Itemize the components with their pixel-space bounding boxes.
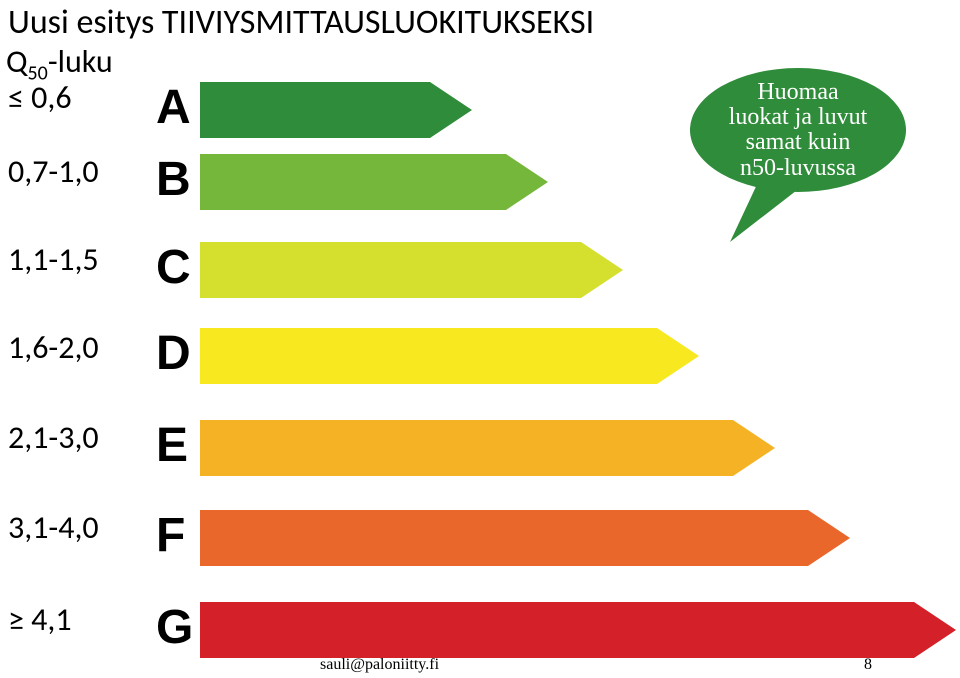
grade-range-b: 0,7-1,0 bbox=[8, 152, 99, 191]
grade-letter-a: A bbox=[156, 80, 191, 135]
grade-range-d: 1,6-2,0 bbox=[8, 328, 99, 367]
footer-email: sauli@paloniitty.fi bbox=[320, 656, 439, 674]
grade-letter-c: C bbox=[156, 240, 191, 295]
energy-arrow-f bbox=[200, 510, 850, 566]
callout-line: luokat ja luvut bbox=[690, 105, 906, 130]
energy-arrow-b bbox=[200, 154, 548, 210]
grade-letter-g: G bbox=[156, 600, 193, 655]
callout-bubble: Huomaa luokat ja luvut samat kuin n50-lu… bbox=[690, 68, 906, 192]
grade-letter-f: F bbox=[156, 508, 185, 563]
grade-range-c: 1,1-1,5 bbox=[8, 240, 99, 279]
grade-range-g: ≥ 4,1 bbox=[8, 600, 72, 639]
grade-letter-e: E bbox=[156, 418, 188, 473]
page-title: Uusi esitys TIIVIYSMITTAUSLUOKITUKSEKSI bbox=[8, 2, 594, 43]
grade-range-f: 3,1-4,0 bbox=[8, 508, 99, 547]
grade-letter-b: B bbox=[156, 152, 191, 207]
callout-line: samat kuin bbox=[690, 130, 906, 155]
grade-range-a: ≤ 0,6 bbox=[8, 78, 72, 117]
callout-line: n50-luvussa bbox=[690, 156, 906, 181]
energy-arrow-e bbox=[200, 420, 775, 476]
energy-arrow-g bbox=[200, 602, 956, 658]
footer-page-number: 8 bbox=[864, 656, 872, 674]
callout-text: Huomaa luokat ja luvut samat kuin n50-lu… bbox=[690, 80, 906, 181]
grade-letter-d: D bbox=[156, 326, 191, 381]
grade-range-e: 2,1-3,0 bbox=[8, 418, 99, 457]
energy-arrow-a bbox=[200, 82, 472, 138]
energy-arrow-d bbox=[200, 328, 699, 384]
callout-line: Huomaa bbox=[690, 80, 906, 105]
energy-arrow-c bbox=[200, 242, 623, 298]
